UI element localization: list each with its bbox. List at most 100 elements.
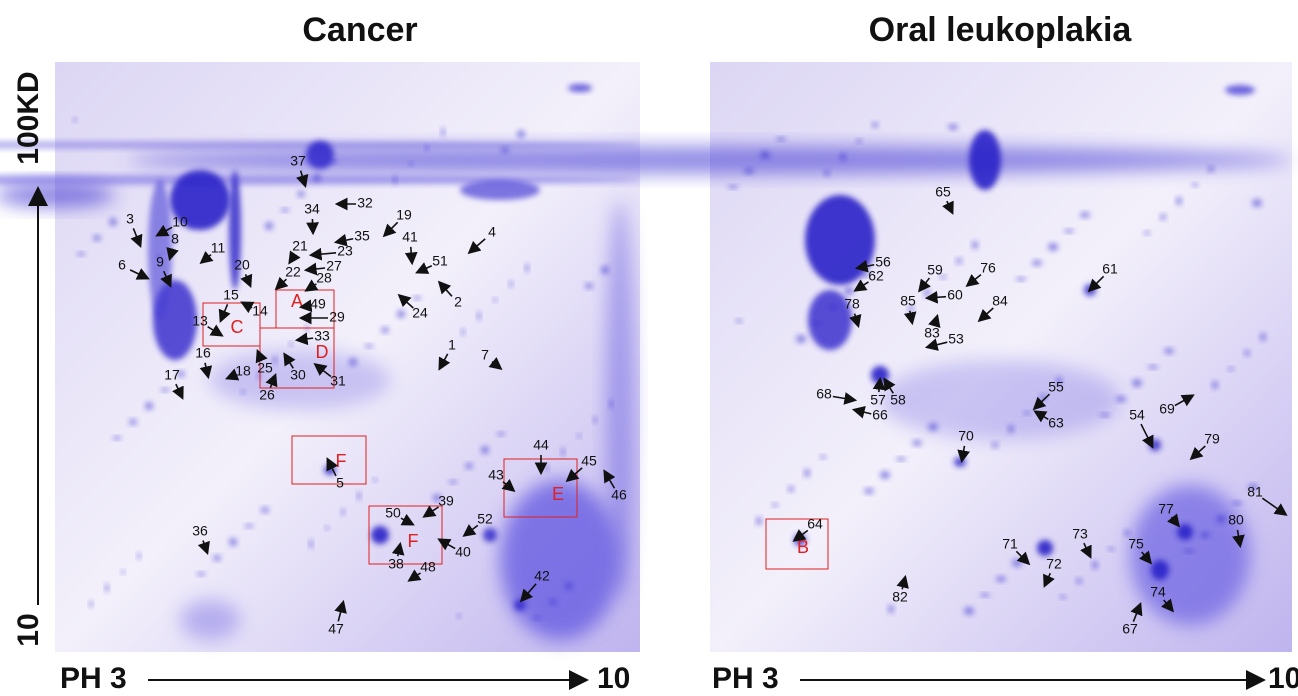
gel-spot <box>89 601 93 607</box>
spot-label: 60 <box>947 287 963 303</box>
spot-arrow <box>240 301 255 314</box>
spot-arrow <box>218 303 231 323</box>
gel-spot <box>924 289 930 297</box>
x-axis-end: 10 <box>1268 662 1298 695</box>
spot-arrow <box>872 376 886 393</box>
spot-arrow <box>488 357 503 370</box>
spot-arrow <box>298 299 313 313</box>
spot-label: 63 <box>1048 415 1064 431</box>
box-letter: D <box>316 342 329 362</box>
gel-spot <box>128 146 1292 174</box>
spot-label: 40 <box>455 544 471 560</box>
gel-spot <box>1037 540 1053 556</box>
gel-spot <box>500 480 620 640</box>
gel-spot <box>325 526 329 530</box>
spot-arrow <box>1033 410 1049 423</box>
gel-spot <box>860 273 870 277</box>
highlight-box <box>368 505 443 565</box>
spot-label: 43 <box>488 467 504 483</box>
spot-arrow <box>1032 393 1051 411</box>
spot-arrow <box>333 233 354 247</box>
gel-spot <box>545 465 549 471</box>
gel-spot <box>433 494 441 502</box>
gel-spot <box>1080 212 1090 218</box>
gel-spot <box>1212 381 1218 389</box>
gel-spot <box>1252 199 1262 207</box>
spot-arrow <box>294 332 314 346</box>
gel-spot <box>776 137 786 141</box>
gel-spot <box>577 434 581 438</box>
gel-spot <box>568 84 592 92</box>
panel-title: Oral leukoplakia <box>869 11 1133 49</box>
spot-label: 5 <box>336 475 344 491</box>
gel-spot <box>157 254 161 258</box>
gel-spot <box>397 310 405 318</box>
spot-arrow <box>1167 513 1180 528</box>
spot-arrow <box>1189 445 1206 461</box>
gel-spot <box>1260 333 1266 341</box>
spot-arrow <box>415 262 433 274</box>
x-axis-end: 10 <box>597 662 630 695</box>
gel-spot <box>517 130 525 138</box>
spot-label: 55 <box>1048 379 1064 395</box>
spot-arrow <box>1130 602 1143 622</box>
spot-label: 1 <box>448 337 456 353</box>
spot-arrow <box>303 262 326 276</box>
spot-label: 80 <box>1228 512 1244 528</box>
y-axis-top: 100KD <box>12 71 45 164</box>
gel-spot <box>180 600 240 640</box>
spot-arrow <box>265 373 278 388</box>
gel-spot <box>501 147 509 153</box>
spot-arrow <box>240 273 253 288</box>
spot-label: 82 <box>892 589 908 605</box>
gel-spot <box>497 432 505 436</box>
gel-spot <box>1184 549 1194 553</box>
box-letter: C <box>231 317 244 337</box>
spot-label: 39 <box>438 493 454 509</box>
gel-spot <box>229 170 241 290</box>
gel-spot <box>1177 524 1193 540</box>
spot-arrow <box>851 406 872 419</box>
spot-arrow <box>197 540 210 556</box>
spot-label: 73 <box>1072 526 1088 542</box>
spot-label: 18 <box>235 363 251 379</box>
spot-label: 23 <box>337 243 353 259</box>
gel-spot <box>461 329 465 335</box>
gel-spot <box>273 356 277 364</box>
gel-spot <box>788 486 794 492</box>
gel-spot <box>357 492 361 500</box>
gel-spot <box>1130 485 1250 625</box>
gel-spot <box>409 162 413 166</box>
spot-label: 76 <box>980 260 996 276</box>
gel-spot <box>601 266 609 274</box>
spot-label: 69 <box>1159 401 1175 417</box>
spot-arrow <box>274 276 289 291</box>
spot-label: 44 <box>533 437 549 453</box>
gel-spot <box>760 151 770 159</box>
gel-spot <box>593 417 597 423</box>
spot-label: 58 <box>890 392 906 408</box>
gel-spot <box>1032 260 1042 266</box>
gel-spot <box>449 480 457 484</box>
gel-spot <box>1064 229 1074 233</box>
spot-arrow <box>334 599 347 622</box>
gel-spot <box>173 237 177 243</box>
gel-spot <box>148 180 172 320</box>
spot-arrow <box>283 352 296 369</box>
spot-arrow <box>462 524 479 537</box>
box-letter: F <box>336 451 347 471</box>
spot-arrow <box>172 383 184 400</box>
spot-label: 75 <box>1128 536 1144 552</box>
spot-label: 35 <box>354 228 370 244</box>
gel-spot <box>329 160 337 164</box>
spot-arrow <box>1261 497 1288 516</box>
gel-spot <box>1200 532 1210 538</box>
gel-spot <box>309 540 313 548</box>
gel-spot <box>460 180 540 200</box>
gel-spot <box>549 599 557 605</box>
spot-label: 2 <box>454 294 462 310</box>
spot-arrow <box>391 541 405 557</box>
gel-spot <box>371 526 389 544</box>
spot-label: 25 <box>257 360 273 376</box>
gel-spot <box>465 463 473 469</box>
